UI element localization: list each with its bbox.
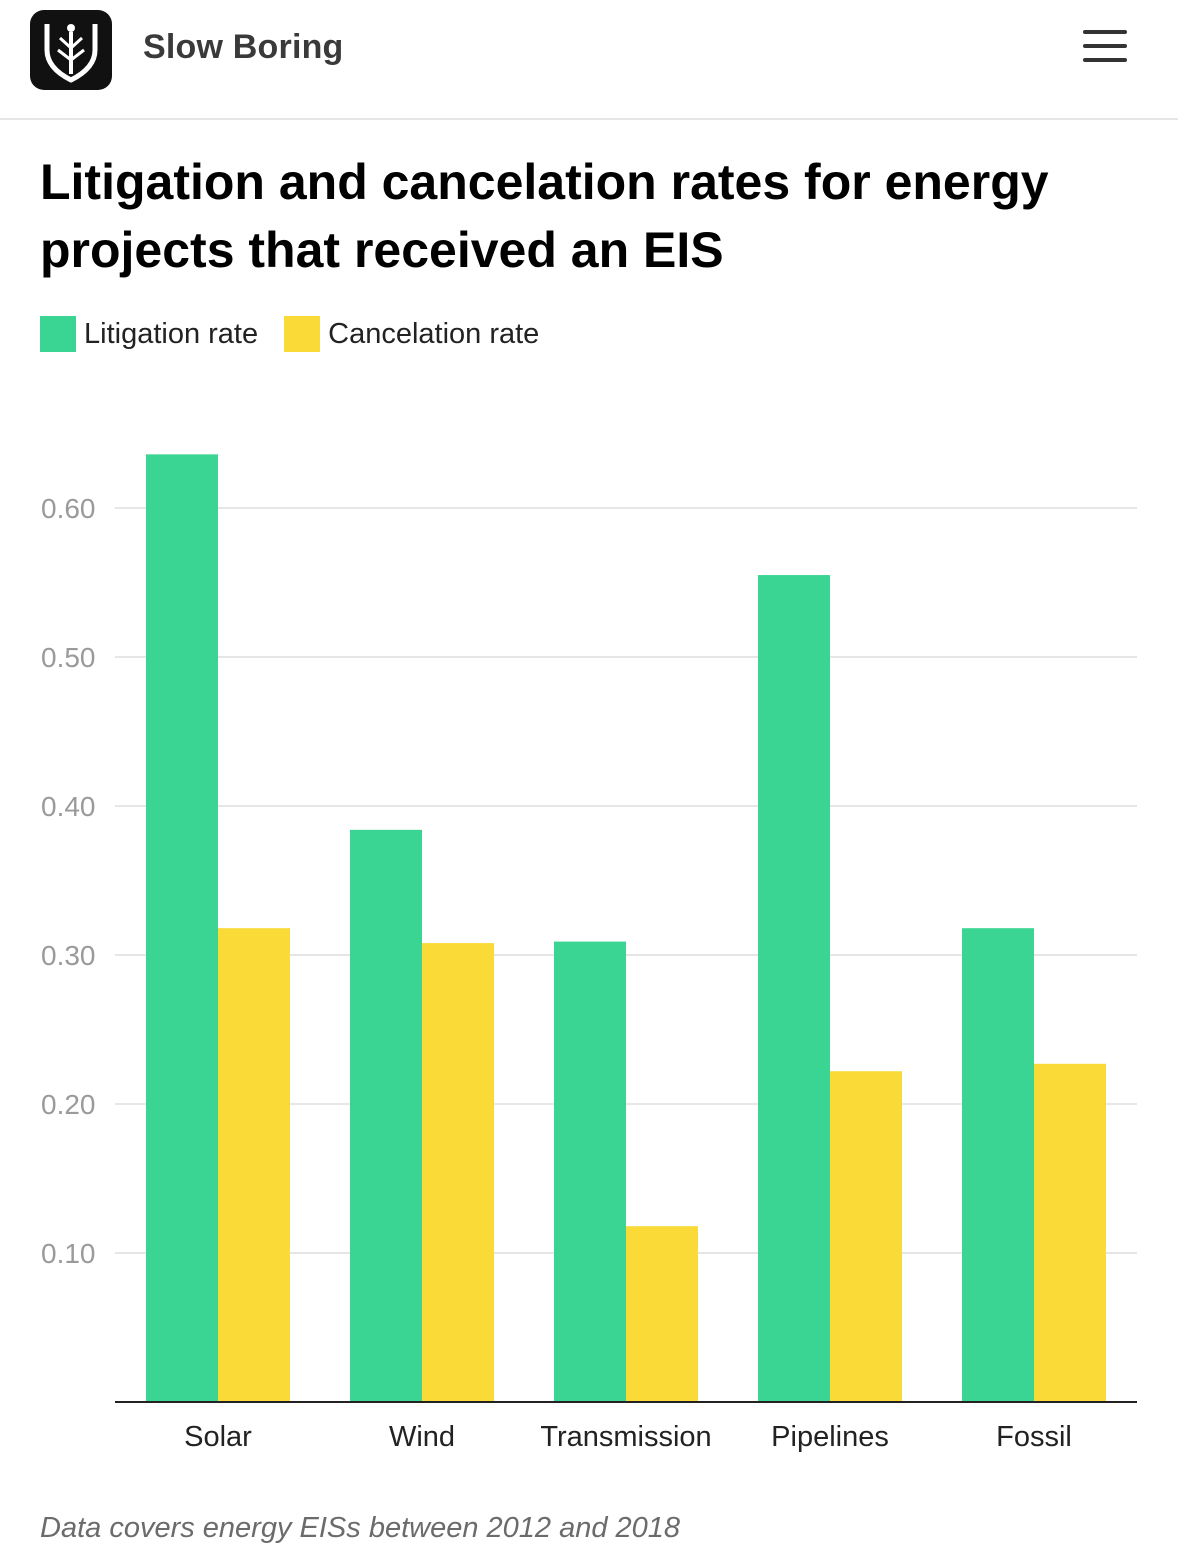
bar-litigation-pipelines bbox=[758, 575, 830, 1402]
bar-cancelation-wind bbox=[422, 943, 494, 1402]
publication-name[interactable]: Slow Boring bbox=[143, 28, 344, 66]
y-tick-label: 0.50 bbox=[41, 642, 96, 673]
x-category-label: Transmission bbox=[540, 1421, 711, 1453]
legend-item-cancelation: Cancelation rate bbox=[284, 316, 539, 352]
bar-cancelation-transmission bbox=[626, 1226, 698, 1402]
bar-litigation-fossil bbox=[962, 928, 1034, 1402]
bar-litigation-solar bbox=[146, 454, 218, 1402]
x-category-label: Pipelines bbox=[771, 1421, 889, 1453]
bar-cancelation-solar bbox=[218, 928, 290, 1402]
legend-label-cancelation: Cancelation rate bbox=[328, 317, 540, 350]
slow-boring-logo-icon[interactable] bbox=[30, 10, 112, 90]
top-bar: Slow Boring bbox=[0, 0, 1178, 120]
x-category-label: Solar bbox=[184, 1421, 252, 1453]
legend-label-litigation: Litigation rate bbox=[84, 317, 259, 350]
chart-legend: Litigation rate Cancelation rate bbox=[40, 314, 565, 354]
chart-title: Litigation and cancelation rates for ene… bbox=[40, 154, 1049, 278]
y-tick-label: 0.20 bbox=[41, 1089, 96, 1120]
bar-cancelation-fossil bbox=[1034, 1063, 1106, 1402]
x-category-label: Fossil bbox=[996, 1421, 1072, 1453]
legend-item-litigation: Litigation rate bbox=[40, 316, 258, 352]
bar-litigation-wind bbox=[350, 829, 422, 1402]
bar-cancelation-pipelines bbox=[830, 1071, 902, 1402]
y-tick-label: 0.30 bbox=[41, 940, 96, 971]
y-tick-label: 0.10 bbox=[41, 1238, 96, 1269]
chart-footnote: Data covers energy EISs between 2012 and… bbox=[40, 1512, 681, 1544]
legend-swatch-litigation bbox=[40, 316, 76, 352]
bar-litigation-transmission bbox=[554, 941, 626, 1402]
x-category-label: Wind bbox=[389, 1421, 455, 1453]
hamburger-menu-icon[interactable] bbox=[1083, 30, 1127, 70]
y-tick-label: 0.60 bbox=[41, 493, 96, 524]
y-tick-label: 0.40 bbox=[41, 791, 96, 822]
bar-chart: 0.10 0.20 0.30 0.40 0.50 0.60 Solar Wind Transmi… bbox=[41, 454, 1137, 1453]
legend-swatch-cancelation bbox=[284, 316, 321, 352]
